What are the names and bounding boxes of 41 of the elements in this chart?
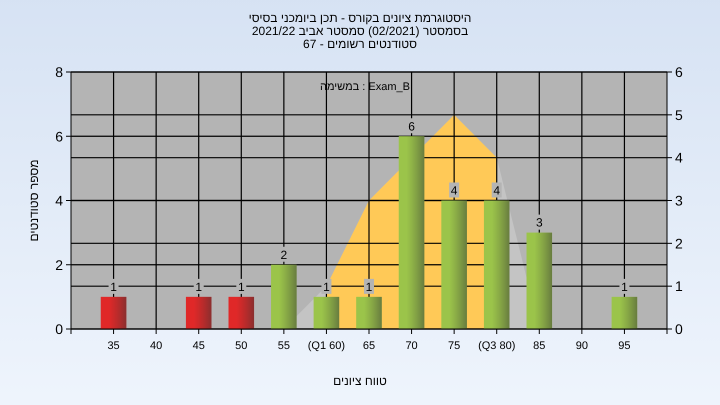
y2-tick-label: 3 — [675, 192, 683, 208]
y-tick-label: 2 — [55, 256, 64, 273]
data-label: 1 — [110, 280, 118, 294]
x-tick-label: 40 — [150, 340, 162, 352]
y-tick-label: 8 — [55, 64, 64, 80]
y-tick-label: 0 — [55, 321, 64, 337]
x-tick-label: 75 — [448, 340, 460, 352]
x-tick-label: (Q3 80) — [478, 340, 516, 352]
data-label: 1 — [323, 280, 330, 294]
y-axis-title: מספר סטודנטים — [27, 159, 41, 242]
x-tick-label: 85 — [533, 340, 546, 352]
y2-tick-label: 4 — [675, 150, 683, 166]
data-label: 1 — [195, 280, 202, 294]
x-tick-label: 65 — [362, 340, 376, 352]
x-tick-label: 55 — [278, 340, 290, 352]
data-label: 3 — [536, 216, 543, 230]
chart-subtitle: בסמסטר (02/2021) סמסטר אביב 2021/22 — [252, 24, 468, 38]
y2-tick-label: 6 — [675, 64, 683, 80]
x-tick-label: 50 — [235, 340, 248, 352]
y-tick-label: 6 — [55, 128, 64, 144]
x-axis-title: טווח ציונים — [333, 374, 388, 388]
y2-tick-label: 1 — [675, 278, 683, 294]
y-tick-label: 4 — [55, 192, 64, 208]
y2-tick-label: 0 — [675, 321, 683, 337]
x-tick-label: 35 — [107, 340, 120, 352]
data-label: 1 — [238, 280, 245, 294]
x-tick-label: 70 — [405, 340, 418, 352]
chart-title: היסטוגרמת ציונים בקורס - תכן ביומכני בסיסי — [248, 11, 472, 25]
data-label: 2 — [280, 248, 288, 262]
text: סטודנטים רשומים - 67 — [303, 37, 418, 51]
data-label: 4 — [493, 184, 500, 198]
data-label: 1 — [366, 280, 373, 294]
x-tick-label: (Q1 60) — [308, 340, 346, 352]
data-label: 6 — [408, 119, 416, 134]
x-tick-label: 45 — [192, 340, 205, 352]
x-tick-label: 90 — [576, 340, 588, 352]
data-label: 1 — [621, 280, 628, 294]
x-tick-label: 95 — [618, 340, 631, 352]
data-label: 4 — [450, 184, 458, 198]
y2-tick-label: 2 — [675, 235, 683, 252]
y2-tick-label: 5 — [675, 106, 683, 123]
